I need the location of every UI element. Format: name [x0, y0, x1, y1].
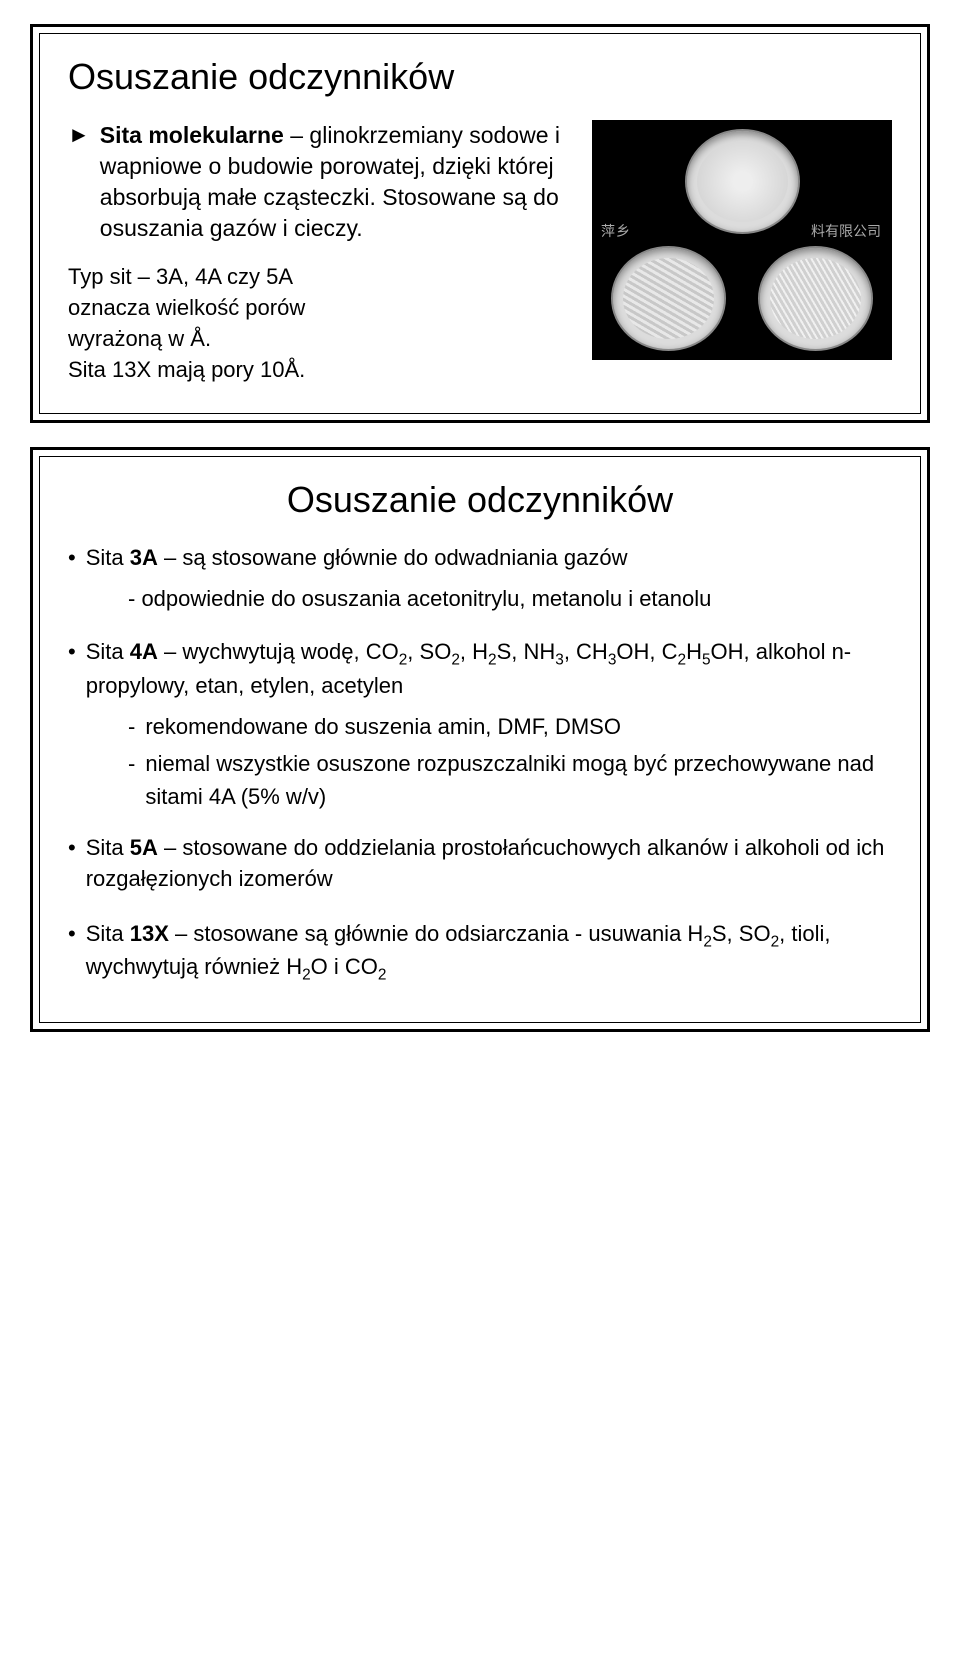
dish-bottom-right — [758, 246, 873, 351]
triangle-icon: ► — [68, 120, 90, 151]
bullet-dot-icon: • — [68, 833, 76, 864]
slide-1-inner: Osuszanie odczynników ► Sita molekularne… — [39, 33, 921, 414]
slide-2-title: Osuszanie odczynników — [68, 479, 892, 521]
slide-2-inner: Osuszanie odczynników • Sita 3A – są sto… — [39, 456, 921, 1023]
bullet-13x: • Sita 13X – stosowane są głównie do ods… — [68, 919, 892, 987]
slide-1-text-col: ► Sita molekularne – glinokrzemiany sodo… — [68, 120, 574, 385]
image-watermark-left: 萍乡 — [601, 221, 631, 241]
bullet-4a-text: Sita 4A – wychwytują wodę, CO2, SO2, H2S… — [86, 637, 892, 702]
dish-top — [685, 129, 800, 234]
slide-1: Osuszanie odczynników ► Sita molekularne… — [30, 24, 930, 423]
bullet-dot-icon: • — [68, 919, 76, 950]
slide-1-bullet: ► Sita molekularne – glinokrzemiany sodo… — [68, 120, 574, 244]
slide-1-bullet-text: Sita molekularne – glinokrzemiany sodowe… — [100, 120, 574, 244]
slide-1-title: Osuszanie odczynników — [68, 56, 892, 98]
bullet-3a: • Sita 3A – są stosowane głównie do odwa… — [68, 543, 892, 574]
slide-1-content-row: ► Sita molekularne – glinokrzemiany sodo… — [68, 120, 892, 385]
dash-icon: - — [128, 747, 135, 813]
bullet-4a-dash-1-text: rekomendowane do suszenia amin, DMF, DMS… — [145, 710, 621, 743]
image-watermark-right: 料有限公司 — [811, 221, 881, 241]
bullet-13x-text: Sita 13X – stosowane są głównie do odsia… — [86, 919, 892, 987]
bullet-4a-dash-2: - niemal wszystkie osuszone rozpuszczaln… — [128, 747, 892, 813]
dish-bottom-left — [611, 246, 726, 351]
slide-1-paragraph: Typ sit – 3A, 4A czy 5A oznacza wielkość… — [68, 262, 574, 385]
bullet-3a-sub: - odpowiednie do osuszania acetonitrylu,… — [128, 582, 892, 615]
bullet-5a: • Sita 5A – stosowane do oddzielania pro… — [68, 833, 892, 895]
bullet-4a: • Sita 4A – wychwytują wodę, CO2, SO2, H… — [68, 637, 892, 702]
dash-icon: - — [128, 710, 135, 743]
para-line-3: wyrażoną w Å. — [68, 324, 574, 355]
molecular-sieve-image: 萍乡 料有限公司 — [592, 120, 892, 360]
bullet-dot-icon: • — [68, 637, 76, 668]
bullet-dot-icon: • — [68, 543, 76, 574]
slide-2: Osuszanie odczynników • Sita 3A – są sto… — [30, 447, 930, 1032]
bullet-4a-dash-2-text: niemal wszystkie osuszone rozpuszczalnik… — [145, 747, 892, 813]
para-line-4: Sita 13X mają pory 10Å. — [68, 355, 574, 386]
bullet-5a-text: Sita 5A – stosowane do oddzielania prost… — [86, 833, 892, 895]
slide-1-image-col: 萍乡 料有限公司 — [592, 120, 892, 360]
para-line-2: oznacza wielkość porów — [68, 293, 574, 324]
bullet-4a-dash-1: - rekomendowane do suszenia amin, DMF, D… — [128, 710, 892, 743]
para-line-1: Typ sit – 3A, 4A czy 5A — [68, 262, 574, 293]
bullet-3a-text: Sita 3A – są stosowane głównie do odwadn… — [86, 543, 628, 574]
